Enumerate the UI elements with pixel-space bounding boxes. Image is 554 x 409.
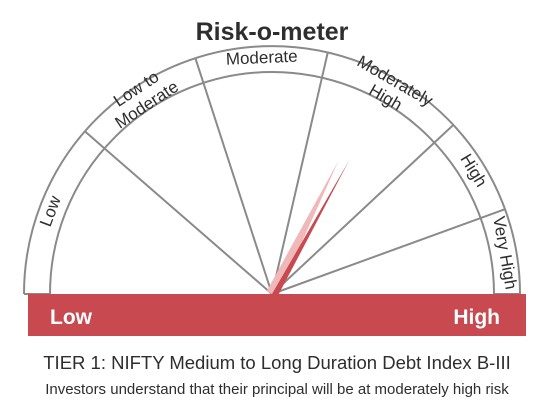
scale-high-label: High	[453, 306, 500, 329]
scale-low-label: Low	[50, 306, 93, 329]
caption-risk-statement: Investors understand that their principa…	[45, 381, 509, 398]
scale-bar	[28, 294, 526, 336]
gauge-spoke	[271, 217, 481, 295]
gauge-spokes	[103, 77, 481, 295]
gauge-outer-arc	[23, 45, 521, 295]
band-divider	[320, 52, 329, 78]
outer-arc-line	[23, 45, 521, 295]
gauge-spoke	[271, 141, 436, 295]
gauge-needle	[266, 159, 350, 297]
needle-pointer	[272, 159, 350, 297]
inner-arc-line	[49, 71, 495, 295]
segment-label: Moderate	[225, 47, 298, 69]
segment-label: High	[456, 151, 490, 191]
segment-label-group: Moderate	[225, 47, 298, 69]
gauge-spoke	[271, 77, 323, 295]
needle-shadow	[266, 160, 339, 297]
caption-index-name: TIER 1: NIFTY Medium to Long Duration De…	[43, 352, 511, 373]
gauge-dividers	[24, 52, 520, 295]
gauge-title: Risk-o-meter	[196, 18, 349, 46]
band-divider	[194, 57, 205, 84]
gauge-inner-arc	[49, 71, 495, 295]
gauge-spoke	[202, 82, 273, 295]
gauge-spoke	[103, 147, 273, 295]
band-divider	[84, 130, 106, 150]
segment-label-group: High	[456, 151, 490, 191]
band-divider	[480, 208, 506, 220]
band-divider	[433, 124, 455, 144]
